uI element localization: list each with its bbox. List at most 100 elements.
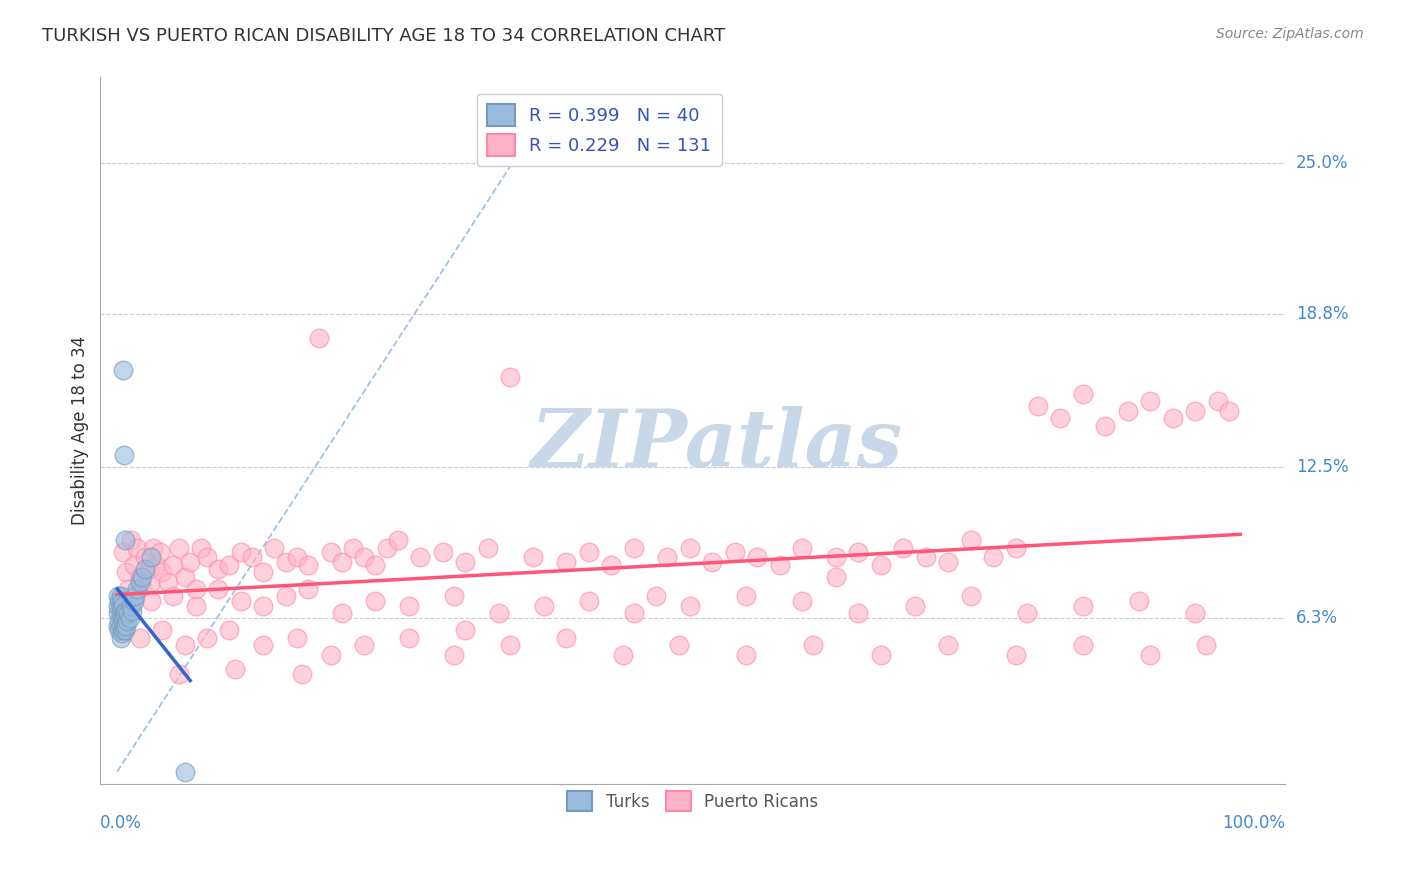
Point	[207, 582, 229, 596]
Point	[127, 582, 149, 596]
Text: Source: ZipAtlas.com: Source: ZipAtlas.com	[1216, 27, 1364, 41]
Point	[252, 638, 274, 652]
Point	[454, 555, 477, 569]
Point	[846, 545, 869, 559]
Point	[555, 631, 578, 645]
Point	[454, 624, 477, 638]
Point	[891, 541, 914, 555]
Point	[173, 570, 195, 584]
Point	[1206, 394, 1229, 409]
Point	[903, 599, 925, 613]
Point	[110, 631, 132, 645]
Point	[111, 599, 134, 613]
Point	[1184, 607, 1206, 621]
Point	[111, 363, 134, 377]
Point	[128, 570, 150, 584]
Point	[769, 558, 792, 572]
Point	[274, 589, 297, 603]
Point	[122, 594, 145, 608]
Point	[1161, 411, 1184, 425]
Point	[623, 541, 645, 555]
Point	[142, 541, 165, 555]
Legend: Turks, Puerto Ricans: Turks, Puerto Ricans	[561, 784, 825, 818]
Point	[319, 648, 342, 662]
Point	[443, 589, 465, 603]
Point	[111, 611, 134, 625]
Point	[114, 624, 136, 638]
Point	[110, 599, 132, 613]
Point	[1195, 638, 1218, 652]
Point	[353, 638, 375, 652]
Point	[291, 667, 314, 681]
Point	[107, 599, 129, 613]
Point	[252, 565, 274, 579]
Point	[108, 614, 131, 628]
Point	[131, 580, 153, 594]
Point	[195, 631, 218, 645]
Point	[173, 764, 195, 779]
Point	[110, 589, 132, 603]
Text: 100.0%: 100.0%	[1222, 814, 1285, 832]
Point	[792, 541, 814, 555]
Text: 18.8%: 18.8%	[1296, 305, 1348, 323]
Point	[117, 582, 139, 596]
Point	[747, 550, 769, 565]
Point	[555, 555, 578, 569]
Point	[229, 594, 252, 608]
Point	[134, 550, 156, 565]
Point	[679, 541, 702, 555]
Point	[112, 448, 135, 462]
Point	[173, 638, 195, 652]
Point	[115, 604, 138, 618]
Point	[149, 545, 172, 559]
Point	[115, 618, 138, 632]
Point	[1094, 418, 1116, 433]
Point	[167, 667, 190, 681]
Point	[981, 550, 1004, 565]
Point	[110, 607, 132, 621]
Point	[240, 550, 263, 565]
Point	[297, 582, 319, 596]
Point	[218, 624, 240, 638]
Point	[846, 607, 869, 621]
Point	[117, 614, 139, 628]
Point	[179, 555, 201, 569]
Point	[167, 541, 190, 555]
Point	[115, 565, 138, 579]
Point	[398, 631, 420, 645]
Point	[107, 607, 129, 621]
Point	[1049, 411, 1071, 425]
Point	[108, 624, 131, 638]
Point	[375, 541, 398, 555]
Point	[1071, 638, 1094, 652]
Point	[959, 589, 981, 603]
Point	[120, 599, 142, 613]
Point	[792, 594, 814, 608]
Text: 25.0%: 25.0%	[1296, 153, 1348, 171]
Point	[111, 594, 134, 608]
Point	[110, 618, 132, 632]
Point	[122, 558, 145, 572]
Point	[121, 604, 143, 618]
Point	[111, 625, 134, 640]
Text: 12.5%: 12.5%	[1296, 458, 1348, 476]
Text: ZIPatlas: ZIPatlas	[530, 406, 903, 483]
Y-axis label: Disability Age 18 to 34: Disability Age 18 to 34	[72, 336, 89, 525]
Point	[432, 545, 454, 559]
Point	[702, 555, 724, 569]
Point	[409, 550, 432, 565]
Point	[111, 545, 134, 559]
Point	[112, 607, 135, 621]
Point	[107, 618, 129, 632]
Point	[668, 638, 690, 652]
Point	[1071, 599, 1094, 613]
Point	[139, 594, 162, 608]
Point	[229, 545, 252, 559]
Point	[150, 565, 173, 579]
Point	[285, 631, 308, 645]
Point	[114, 608, 136, 623]
Point	[1139, 648, 1161, 662]
Point	[1139, 394, 1161, 409]
Point	[252, 599, 274, 613]
Point	[735, 589, 758, 603]
